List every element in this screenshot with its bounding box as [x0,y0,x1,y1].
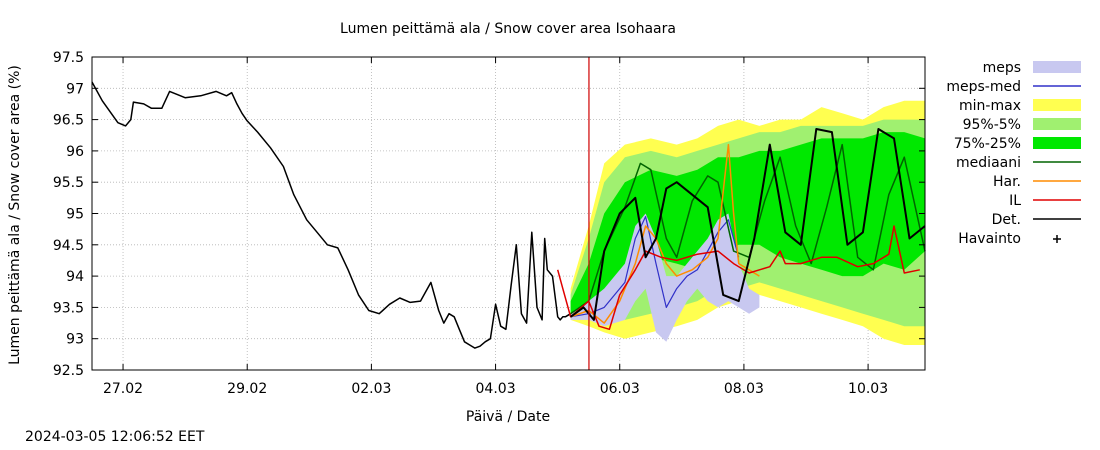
line-layer [91,81,926,349]
legend-label-meps_med: meps-med [946,79,1021,95]
y-axis-label: Lumen peittämä ala / Snow cover area (%) [7,65,23,365]
legend-label-har: Har. [993,174,1021,190]
y-tick-label: 95.5 [53,175,84,191]
legend-label-det: Det. [992,212,1021,228]
series-har [570,143,760,324]
series-il [556,225,920,331]
chart-title: Lumen peittämä ala / Snow cover area Iso… [340,21,676,37]
y-tick-label: 96.5 [53,113,84,129]
y-tick-label: 93 [66,332,84,348]
x-tick-label: 10.03 [848,381,888,397]
legend-label-minmax: min-max [959,98,1021,114]
legend-swatch-minmax [1033,99,1081,111]
legend-label-meps: meps [983,60,1021,76]
x-tick-label: 08.03 [724,381,764,397]
series-meps_band [570,213,760,342]
series-det_history [91,81,571,349]
x-axis-label: Päivä / Date [466,409,550,425]
series-meps_med [570,216,740,318]
y-tick-label: 93.5 [53,300,84,316]
legend-label-havainto: Havainto [958,231,1021,247]
series-det_forecast [570,128,926,321]
timestamp: 2024-03-05 12:06:52 EET [25,429,205,445]
legend: meps meps-med min-max 95%-5% 75%-25% mediaani… [946,60,1081,247]
y-tick-label: 92.5 [53,363,84,379]
x-tick-label: 06.03 [600,381,640,397]
legend-swatch-p95_5 [1033,118,1081,130]
y-tick-label: 94.5 [53,238,84,254]
y-tick-label: 97.5 [53,50,84,66]
legend-label-il: IL [1009,193,1021,209]
y-tick-label: 94 [66,269,84,285]
legend-label-p95_5: 95%-5% [963,117,1021,133]
legend-swatch-meps [1033,61,1081,73]
x-tick-label: 02.03 [351,381,391,397]
series-p75_25_band [570,132,925,314]
y-tick-label: 97 [66,81,84,97]
x-tick-label: 29.02 [227,381,267,397]
x-axis-ticks: 27.02 29.02 02.03 04.03 06.03 08.03 10.03 [103,57,888,397]
y-tick-label: 96 [66,144,84,160]
x-tick-label: 04.03 [476,381,516,397]
y-tick-label: 95 [66,207,84,223]
series-mediaani [570,143,926,315]
legend-swatch-p75_25 [1033,137,1081,149]
y-axis-ticks: 92.5 93 93.5 94 94.5 95 95.5 96 96.5 97 97.5 [53,50,925,379]
legend-label-mediaani: mediaani [956,155,1021,171]
legend-label-p75_25: 75%-25% [954,136,1021,152]
x-tick-label: 27.02 [103,381,143,397]
